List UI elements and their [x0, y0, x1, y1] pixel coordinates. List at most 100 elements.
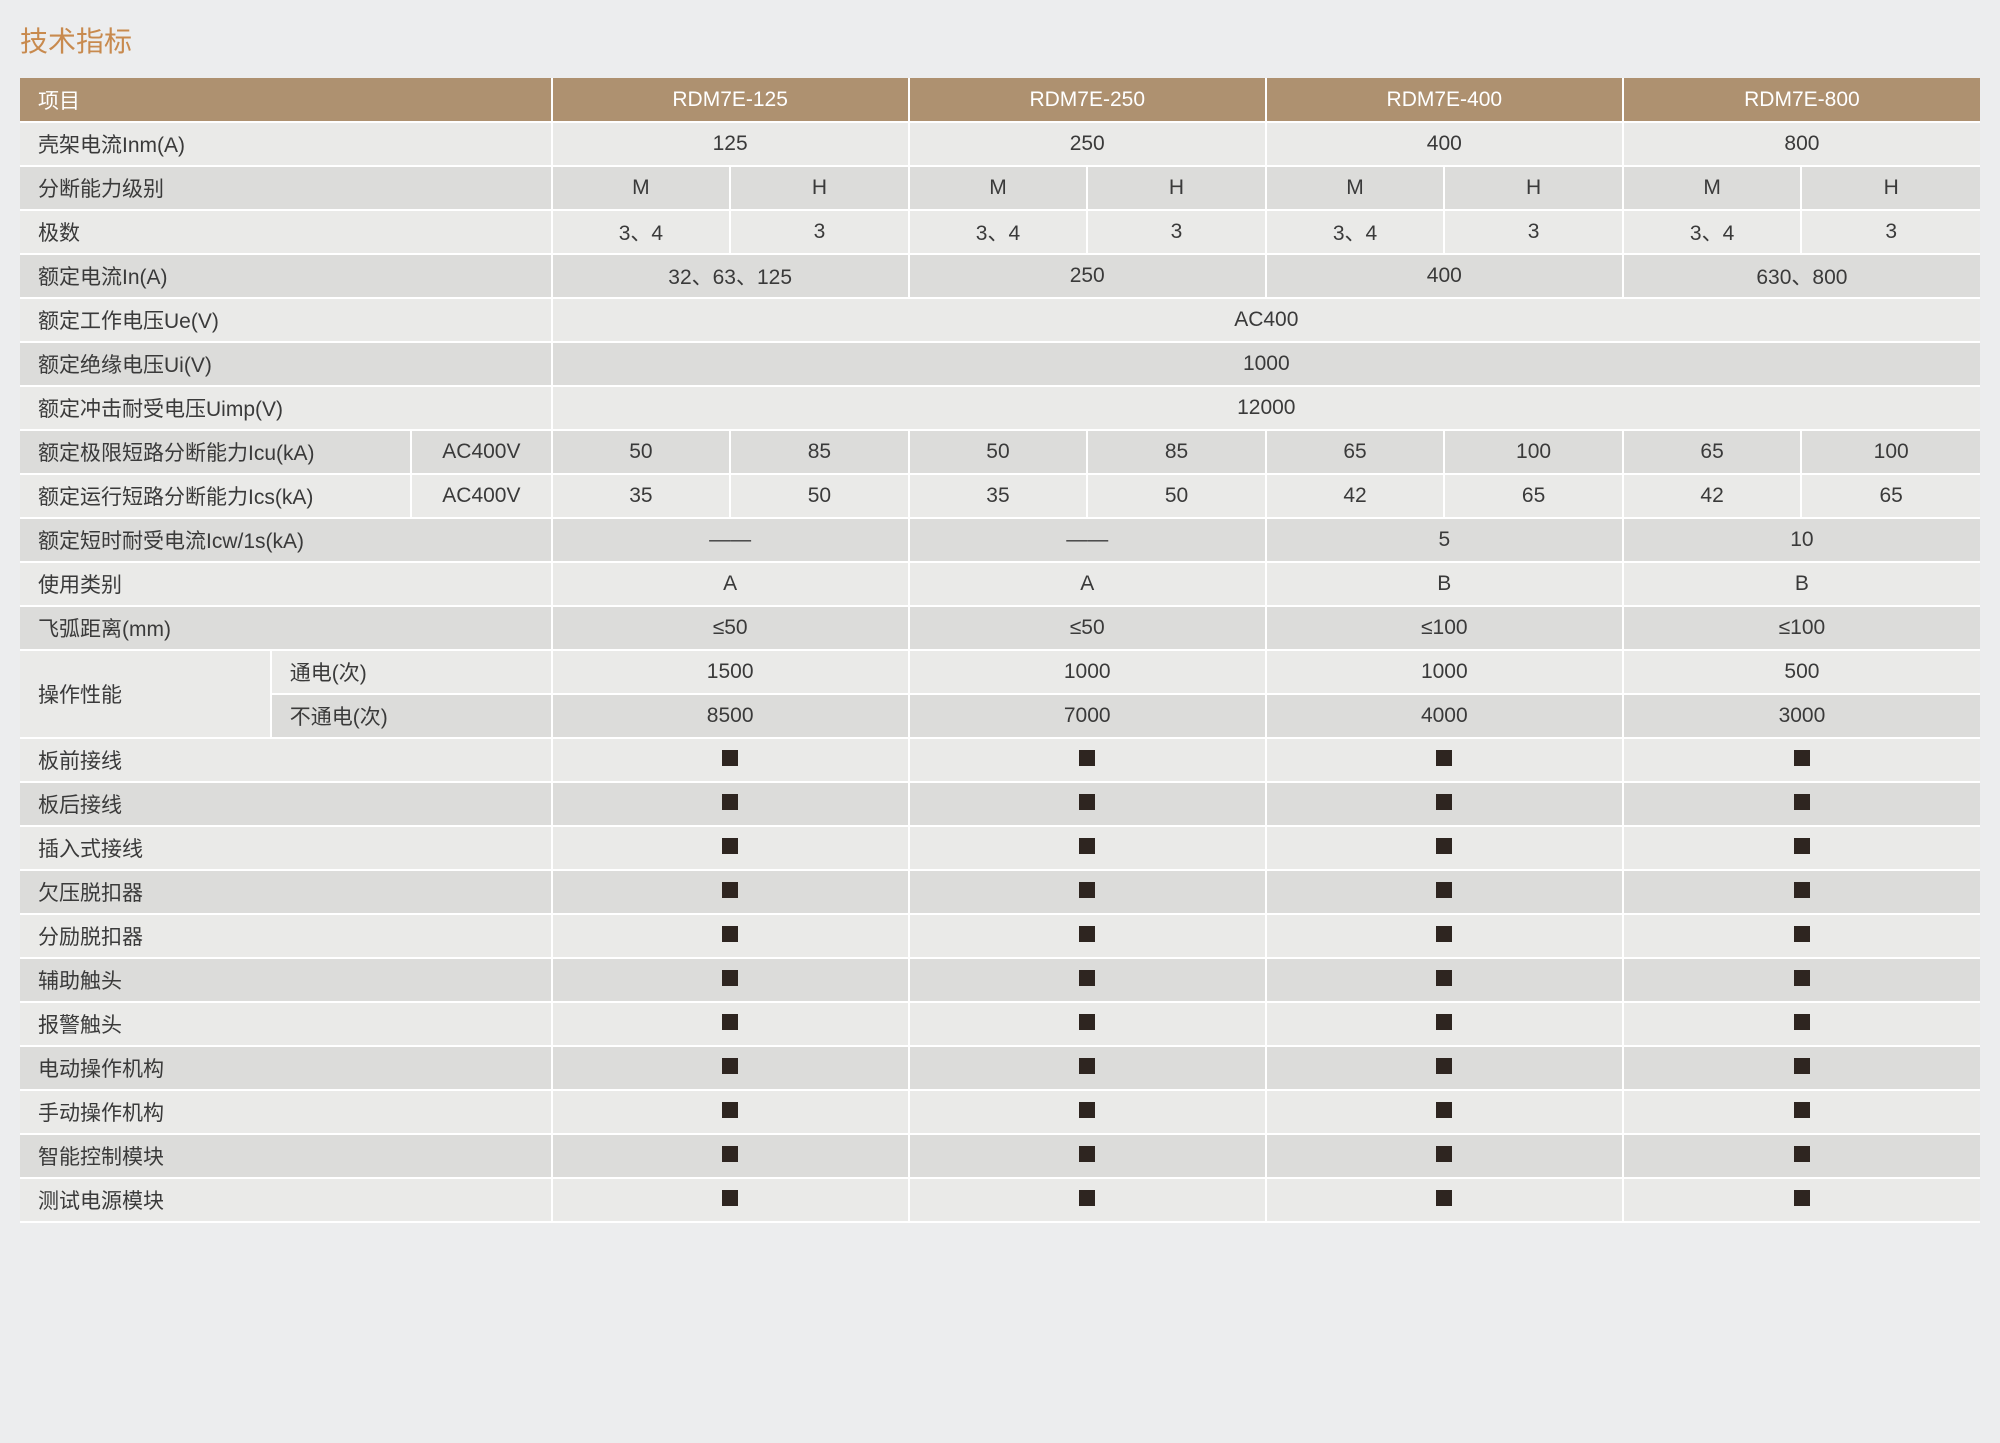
feature-marker-cell	[1623, 826, 1980, 870]
feature-marker-cell	[909, 1046, 1266, 1090]
cell: ≤50	[552, 606, 909, 650]
feature-marker-cell	[1266, 1134, 1623, 1178]
feature-marker-cell	[1266, 782, 1623, 826]
square-marker-icon	[722, 1014, 738, 1030]
square-marker-icon	[1436, 794, 1452, 810]
table-row: 插入式接线	[20, 826, 1980, 870]
feature-marker-cell	[909, 870, 1266, 914]
feature-marker-cell	[552, 1002, 909, 1046]
square-marker-icon	[722, 1146, 738, 1162]
table-row: 欠压脱扣器	[20, 870, 1980, 914]
square-marker-icon	[1436, 1058, 1452, 1074]
cell: H	[1087, 166, 1266, 210]
square-marker-icon	[1436, 1102, 1452, 1118]
cell: A	[552, 562, 909, 606]
square-marker-icon	[1794, 750, 1810, 766]
feature-marker-cell	[909, 782, 1266, 826]
cell: 50	[1087, 474, 1266, 518]
cell: AC400	[552, 298, 1980, 342]
cell: M	[909, 166, 1088, 210]
table-row: 电动操作机构	[20, 1046, 1980, 1090]
square-marker-icon	[1079, 794, 1095, 810]
header-model-1: RDM7E-250	[909, 78, 1266, 122]
table-row: 板后接线	[20, 782, 1980, 826]
square-marker-icon	[1436, 882, 1452, 898]
cell: 8500	[552, 694, 909, 738]
row-sublabel: 通电(次)	[271, 650, 552, 694]
cell: ≤100	[1266, 606, 1623, 650]
row-label: 额定绝缘电压Ui(V)	[20, 342, 552, 386]
header-model-2: RDM7E-400	[1266, 78, 1623, 122]
feature-marker-cell	[909, 1178, 1266, 1222]
spec-table: 项目 RDM7E-125 RDM7E-250 RDM7E-400 RDM7E-8…	[20, 78, 1980, 1223]
feature-marker-cell	[552, 1134, 909, 1178]
table-row: 手动操作机构	[20, 1090, 1980, 1134]
feature-marker-cell	[1266, 826, 1623, 870]
feature-marker-cell	[552, 826, 909, 870]
row-label: 插入式接线	[20, 826, 552, 870]
feature-marker-cell	[909, 738, 1266, 782]
table-row: 分励脱扣器	[20, 914, 1980, 958]
cell: 400	[1266, 254, 1623, 298]
cell: 800	[1623, 122, 1980, 166]
feature-marker-cell	[552, 782, 909, 826]
feature-marker-cell	[1623, 914, 1980, 958]
row-label: 电动操作机构	[20, 1046, 552, 1090]
feature-marker-cell	[1266, 738, 1623, 782]
row-label: 额定短时耐受电流Icw/1s(kA)	[20, 518, 552, 562]
square-marker-icon	[1079, 1102, 1095, 1118]
cell: ——	[552, 518, 909, 562]
row-label: 使用类别	[20, 562, 552, 606]
feature-marker-cell	[552, 914, 909, 958]
cell: ——	[909, 518, 1266, 562]
cell: ≤100	[1623, 606, 1980, 650]
feature-marker-cell	[1623, 1134, 1980, 1178]
square-marker-icon	[1079, 838, 1095, 854]
cell: 65	[1266, 430, 1445, 474]
cell: 85	[1087, 430, 1266, 474]
cell: 100	[1444, 430, 1623, 474]
row-label: 测试电源模块	[20, 1178, 552, 1222]
row-label: 辅助触头	[20, 958, 552, 1002]
feature-marker-cell	[552, 958, 909, 1002]
row-label: 分断能力级别	[20, 166, 552, 210]
square-marker-icon	[722, 1058, 738, 1074]
feature-marker-cell	[1623, 738, 1980, 782]
header-model-0: RDM7E-125	[552, 78, 909, 122]
feature-marker-cell	[1623, 1090, 1980, 1134]
feature-marker-cell	[1623, 958, 1980, 1002]
cell: B	[1623, 562, 1980, 606]
cell: 3000	[1623, 694, 1980, 738]
cell: 3	[1087, 210, 1266, 254]
cell: 35	[909, 474, 1088, 518]
square-marker-icon	[722, 1190, 738, 1206]
table-row: 板前接线	[20, 738, 1980, 782]
row-label: 额定极限短路分断能力Icu(kA)	[20, 430, 411, 474]
cell: 7000	[909, 694, 1266, 738]
cell: 1500	[552, 650, 909, 694]
cell: 1000	[552, 342, 1980, 386]
square-marker-icon	[1794, 1014, 1810, 1030]
feature-marker-cell	[1266, 958, 1623, 1002]
row-label: 额定工作电压Ue(V)	[20, 298, 552, 342]
cell: 100	[1801, 430, 1980, 474]
row-label: 壳架电流Inm(A)	[20, 122, 552, 166]
row-label: 报警触头	[20, 1002, 552, 1046]
feature-marker-cell	[1266, 1090, 1623, 1134]
square-marker-icon	[1794, 1102, 1810, 1118]
cell: H	[1444, 166, 1623, 210]
square-marker-icon	[722, 882, 738, 898]
cell: 630、800	[1623, 254, 1980, 298]
square-marker-icon	[1079, 1146, 1095, 1162]
table-row: 测试电源模块	[20, 1178, 1980, 1222]
cell: 1000	[909, 650, 1266, 694]
cell: 3	[1801, 210, 1980, 254]
cell: 65	[1444, 474, 1623, 518]
square-marker-icon	[1436, 926, 1452, 942]
cell: 42	[1266, 474, 1445, 518]
cell: 250	[909, 122, 1266, 166]
feature-marker-cell	[909, 1134, 1266, 1178]
feature-marker-cell	[1623, 870, 1980, 914]
feature-marker-cell	[552, 1178, 909, 1222]
feature-marker-cell	[1623, 782, 1980, 826]
